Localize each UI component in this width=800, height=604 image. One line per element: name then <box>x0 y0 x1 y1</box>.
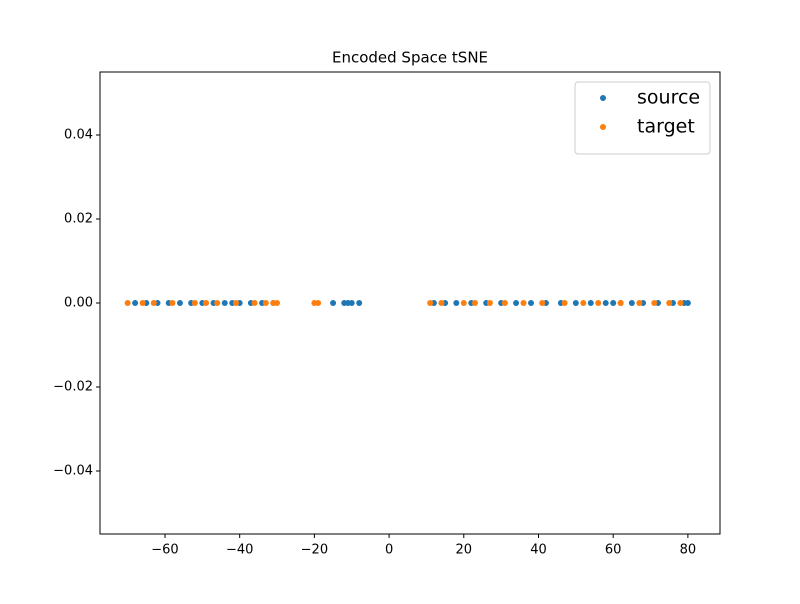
point <box>169 300 176 306</box>
point <box>315 300 322 306</box>
point <box>528 300 535 306</box>
point <box>348 300 355 306</box>
point <box>221 300 228 306</box>
point <box>330 300 337 306</box>
legend-label: target <box>637 116 695 138</box>
point <box>561 300 568 306</box>
legend-marker <box>600 95 606 101</box>
point <box>617 300 624 306</box>
chart-title: Encoded Space tSNE <box>332 49 488 67</box>
x-tick-label: −60 <box>151 543 178 558</box>
x-tick-label: 20 <box>456 543 473 558</box>
point <box>580 300 587 306</box>
legend-label: source <box>637 87 700 109</box>
point <box>191 300 198 306</box>
point <box>150 300 157 306</box>
plot-frame <box>99 71 721 535</box>
point <box>203 300 210 306</box>
x-tick-label: 60 <box>605 543 622 558</box>
x-tick-label: 40 <box>530 543 547 558</box>
point <box>471 300 478 306</box>
point <box>520 300 527 306</box>
point <box>486 300 493 306</box>
point <box>610 300 617 306</box>
point <box>666 300 673 306</box>
y-tick-label: 0.00 <box>64 296 93 311</box>
y-tick-label: −0.04 <box>53 464 93 479</box>
point <box>214 300 221 306</box>
point <box>427 300 434 306</box>
point <box>460 300 467 306</box>
point <box>651 300 658 306</box>
point <box>636 300 643 306</box>
x-tick-label: 80 <box>680 543 697 558</box>
point <box>453 300 460 306</box>
point <box>539 300 546 306</box>
point <box>572 300 579 306</box>
point <box>132 300 139 306</box>
point <box>513 300 520 306</box>
point <box>139 300 146 306</box>
x-tick-label: 0 <box>385 543 393 558</box>
point <box>274 300 281 306</box>
point <box>602 300 609 306</box>
point <box>251 300 258 306</box>
point <box>587 300 594 306</box>
point <box>356 300 363 306</box>
point <box>628 300 635 306</box>
point <box>677 300 684 306</box>
y-tick-label: 0.04 <box>64 128 93 143</box>
point <box>232 300 239 306</box>
point <box>595 300 602 306</box>
point <box>684 300 691 306</box>
point <box>262 300 269 306</box>
y-tick-label: 0.02 <box>64 212 93 227</box>
point <box>438 300 445 306</box>
legend-marker <box>600 124 606 130</box>
point <box>176 300 183 306</box>
x-tick-label: −40 <box>226 543 253 558</box>
legend-box <box>574 81 711 155</box>
point <box>501 300 508 306</box>
point <box>124 300 131 306</box>
y-tick-label: −0.02 <box>53 380 93 395</box>
x-tick-label: −20 <box>301 543 328 558</box>
